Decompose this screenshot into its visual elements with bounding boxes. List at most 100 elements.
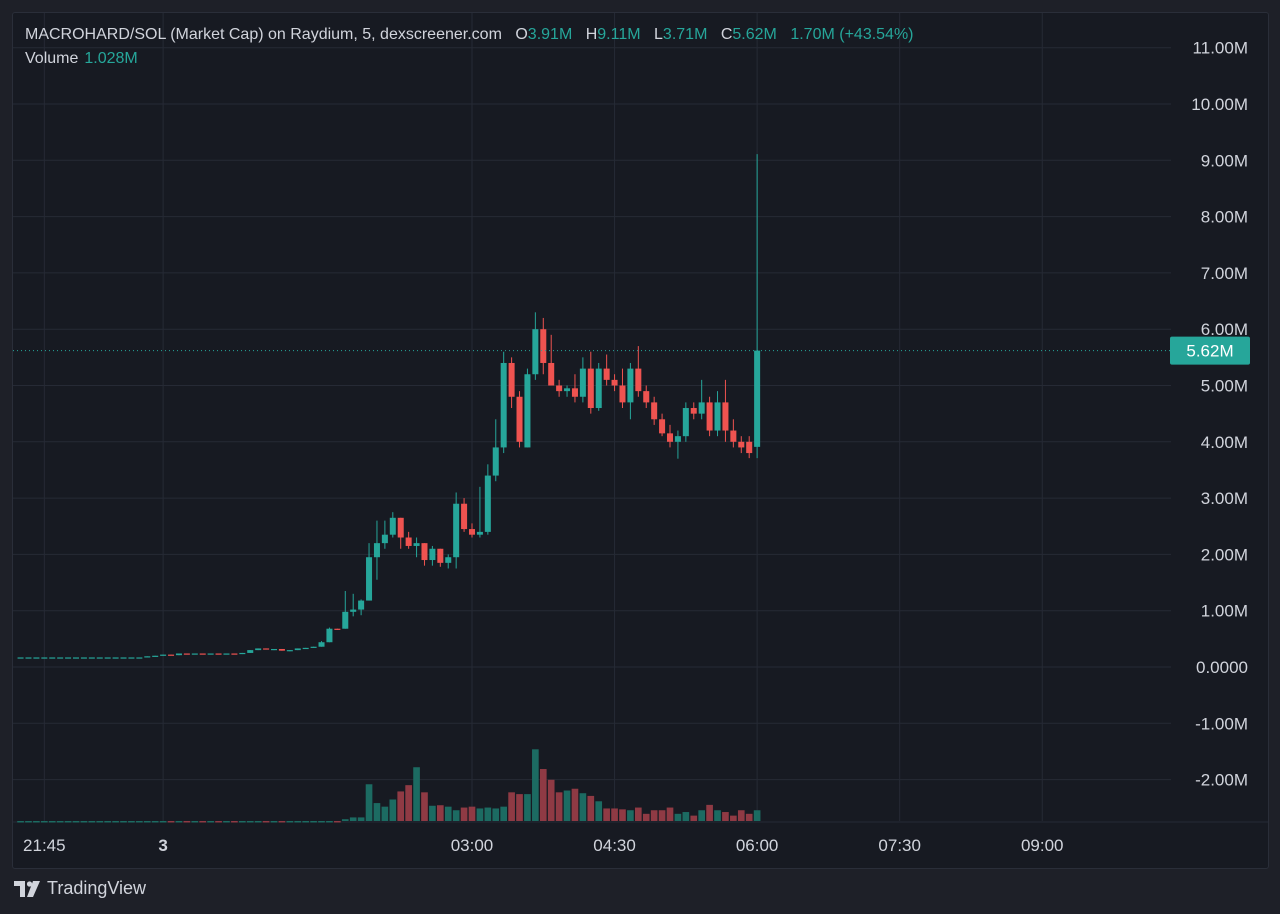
- low-value: 3.71M: [662, 26, 708, 43]
- candle-body: [651, 402, 658, 420]
- candle-body: [160, 654, 167, 656]
- candle-body: [342, 611, 349, 629]
- candle-body: [334, 628, 341, 630]
- volume-bar: [389, 799, 397, 821]
- candle-body: [231, 653, 238, 655]
- candle-body: [381, 534, 388, 544]
- candle-body: [88, 657, 95, 659]
- volume-bar: [547, 779, 555, 821]
- high-label: H: [585, 26, 598, 43]
- volume-bar: [619, 809, 626, 821]
- volume-bar: [334, 821, 341, 823]
- volume-bar: [452, 810, 460, 821]
- candle-body: [548, 362, 555, 386]
- y-tick-label: 1.00M: [1201, 602, 1248, 621]
- volume-bar: [48, 821, 56, 823]
- volume-bar: [17, 821, 24, 823]
- candle-body: [49, 657, 56, 659]
- candle-body: [17, 657, 24, 659]
- tradingview-brand[interactable]: TradingView: [14, 878, 146, 899]
- volume-bar: [484, 807, 492, 821]
- volume-bar: [634, 807, 642, 821]
- volume-bar: [40, 821, 48, 823]
- candle-body: [65, 657, 72, 659]
- low-label: L: [654, 26, 663, 43]
- volume-bar: [96, 821, 104, 823]
- volume-bar: [429, 805, 436, 821]
- y-tick-label: 8.00M: [1201, 208, 1248, 227]
- candle-body: [587, 368, 594, 409]
- candle-body: [611, 379, 618, 386]
- x-tick-label: 3: [158, 836, 167, 855]
- candle-body: [643, 391, 650, 403]
- volume-bar: [436, 805, 444, 821]
- candle-body: [302, 647, 309, 650]
- candle-body: [389, 517, 396, 535]
- volume-bar: [460, 807, 468, 821]
- candle-body: [468, 529, 476, 535]
- candle-body: [136, 657, 143, 659]
- volume-bar: [690, 815, 698, 821]
- candle-body: [508, 362, 515, 397]
- x-tick-label: 03:00: [451, 836, 494, 855]
- candle-body: [80, 657, 87, 659]
- close-label: C: [720, 26, 733, 43]
- candlestick-chart[interactable]: 11.00M 10.00M 9.00M 8.00M 7.00M 6.00M 5.00M 4.0…: [13, 13, 1268, 868]
- last-price-label: 5.62M: [1186, 342, 1233, 361]
- candle-body: [500, 362, 507, 448]
- chart-panel[interactable]: 11.00M 10.00M 9.00M 8.00M 7.00M 6.00M 5.00M 4.0…: [12, 12, 1269, 869]
- volume-bar: [595, 801, 603, 821]
- volume-bar: [674, 813, 682, 821]
- candle-body: [278, 648, 285, 651]
- volume-bar: [421, 792, 428, 821]
- candle-body: [128, 657, 135, 659]
- candle-body: [168, 654, 175, 656]
- candle-body: [722, 402, 729, 431]
- candle-body: [595, 368, 602, 409]
- volume-bar: [650, 810, 658, 821]
- candle-body: [421, 543, 428, 561]
- volume-bar: [294, 821, 302, 823]
- volume-bar: [80, 821, 88, 823]
- volume-bar: [492, 808, 500, 821]
- candle-body: [33, 657, 40, 659]
- candle-body: [41, 657, 48, 659]
- candle-body: [191, 653, 198, 655]
- volume-bar: [223, 821, 230, 823]
- candle-body: [524, 374, 531, 448]
- volume-bar: [571, 788, 579, 821]
- volume-bar: [199, 821, 207, 823]
- volume-bar: [183, 821, 191, 823]
- candle-body: [96, 657, 103, 659]
- volume-bar: [215, 821, 222, 823]
- candle-body: [754, 350, 761, 447]
- candle-body: [445, 557, 452, 563]
- volume-bar: [207, 821, 214, 823]
- candle-body: [690, 408, 697, 414]
- candle-body: [635, 368, 642, 392]
- candle-body: [286, 650, 293, 652]
- volume-bar: [698, 810, 706, 821]
- candle-body: [112, 657, 119, 659]
- volume-bar: [270, 821, 278, 823]
- volume-bar: [72, 821, 80, 823]
- volume-bar: [56, 821, 64, 823]
- y-tick-label: 11.00M: [1193, 39, 1248, 58]
- candle-body: [429, 548, 436, 561]
- volume-bar: [627, 810, 634, 821]
- volume-label: Volume: [25, 50, 79, 67]
- volume-bar: [658, 810, 666, 821]
- candle-body: [310, 646, 317, 648]
- volume-bar: [555, 792, 563, 821]
- volume-bar: [246, 821, 254, 823]
- volume-bar: [737, 810, 745, 821]
- volume-bar: [413, 767, 420, 821]
- x-tick-label: 06:00: [736, 836, 779, 855]
- candle-body: [564, 388, 571, 392]
- volume-bar: [611, 808, 618, 821]
- volume-bar: [120, 821, 127, 823]
- volume-bar: [365, 784, 373, 821]
- volume-bar: [167, 821, 175, 823]
- volume-bar: [341, 819, 349, 821]
- volume-bar: [151, 821, 159, 823]
